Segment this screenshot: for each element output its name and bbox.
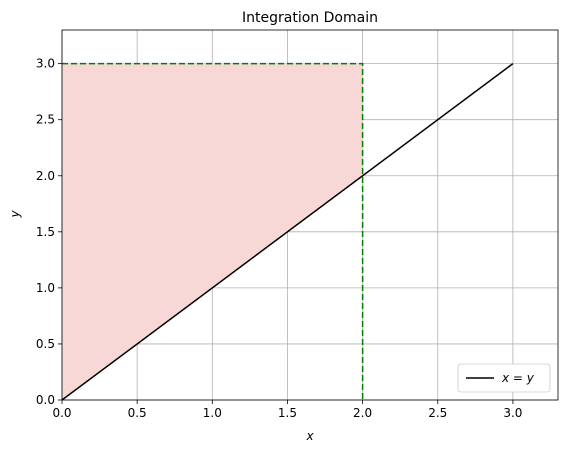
y-tick-label: 3.0 (36, 57, 55, 71)
plot-frame (61, 29, 559, 401)
x-tick-label: 2.5 (428, 406, 447, 420)
boundary-line (62, 62, 364, 400)
y-tick-label: 1.5 (36, 225, 55, 239)
x-tick-label: 1.0 (203, 406, 222, 420)
y-tick-label: 2.0 (36, 169, 55, 183)
y-axis-title: y (8, 210, 22, 219)
x-tick-label: 0.0 (52, 406, 71, 420)
legend-box (457, 363, 551, 393)
y-axis-ticks: 0.0 0.5 1.0 1.5 2.0 2.5 3.0 (36, 57, 62, 407)
x-tick-label: 3.0 (503, 406, 522, 420)
x-axis-title: x (305, 429, 314, 443)
y-tick-label: 0.5 (36, 337, 55, 351)
x-tick-label: 0.5 (128, 406, 147, 420)
x-tick-label: 1.5 (278, 406, 297, 420)
chart-title: Integration Domain (242, 10, 378, 26)
y-tick-label: 1.0 (36, 281, 55, 295)
y-tick-label: 2.5 (36, 113, 55, 127)
series-line (61, 63, 514, 401)
legend: x = y (457, 363, 551, 393)
x-axis-ticks: 0.0 0.5 1.0 1.5 2.0 2.5 3.0 (52, 400, 522, 420)
x-tick-label: 2.0 (353, 406, 372, 420)
y-tick-label: 0.0 (36, 393, 55, 407)
shaded-region (62, 63, 363, 401)
legend-label: x = y (501, 371, 535, 385)
plot-content (61, 62, 514, 401)
